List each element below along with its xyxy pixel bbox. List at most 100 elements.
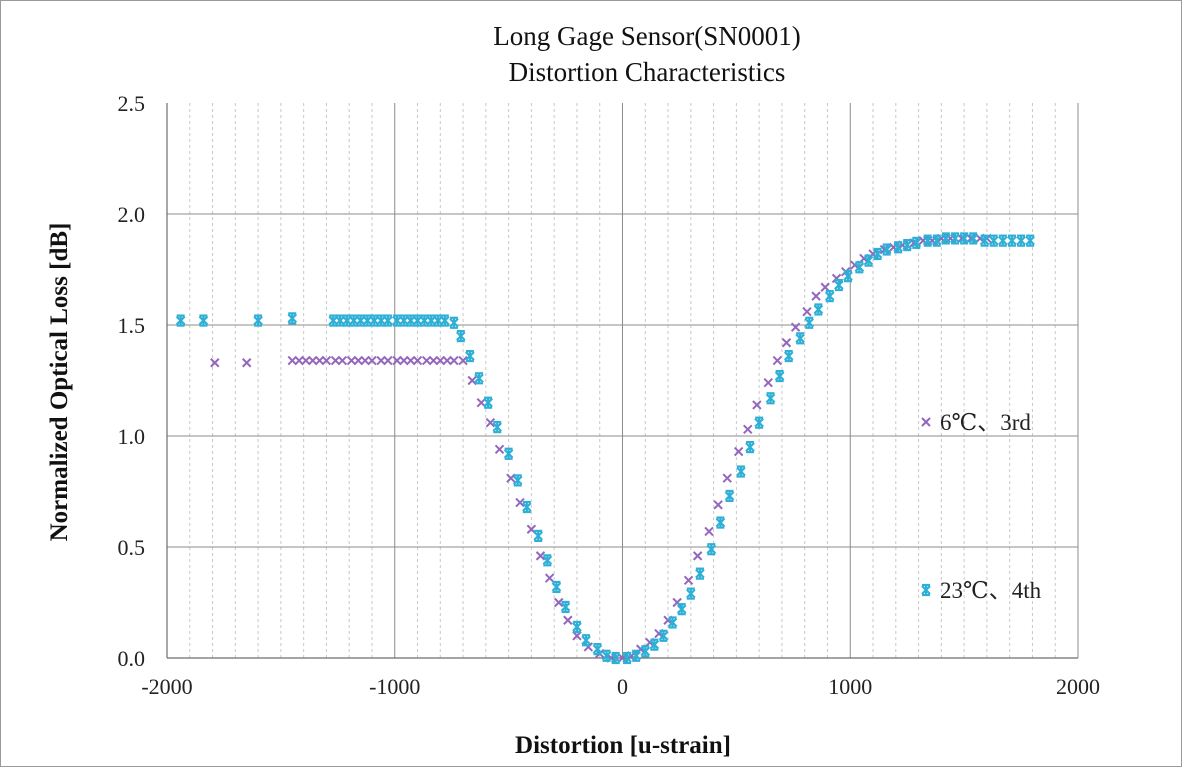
data-point-series-2 — [881, 243, 892, 256]
data-point-series-1 — [399, 355, 409, 366]
data-point-series-2 — [988, 234, 999, 247]
data-point-series-1 — [449, 355, 459, 366]
data-point-series-1 — [405, 355, 416, 366]
data-point-series-1 — [494, 444, 505, 455]
data-point-series-2 — [551, 580, 562, 594]
data-point-series-2 — [959, 232, 969, 245]
data-point-series-2 — [706, 543, 717, 556]
data-point-series-2 — [998, 234, 1008, 247]
data-point-series-2 — [383, 314, 393, 327]
data-point-series-2 — [932, 234, 942, 247]
y-tick-label: 2.5 — [118, 91, 146, 116]
data-point-series-2 — [745, 441, 755, 454]
data-point-series-2 — [533, 529, 544, 543]
data-point-series-2 — [736, 465, 746, 478]
data-point-series-2 — [941, 232, 951, 245]
data-point-series-2 — [667, 616, 678, 629]
data-point-series-1 — [515, 497, 525, 508]
data-point-series-1 — [544, 573, 555, 583]
y-axis-title: Normalized Optical Loss [dB] — [46, 223, 73, 542]
points-layer — [175, 232, 1035, 665]
axis-layer: -2000 -1000 0 1000 2000 0.0 0.5 1.0 1.5 2.0 2.5 — [118, 91, 1101, 699]
data-point-series-1 — [683, 575, 694, 586]
data-point-series-2 — [834, 278, 844, 292]
data-point-series-2 — [631, 649, 641, 662]
data-point-series-2 — [854, 261, 865, 274]
data-point-series-1 — [467, 375, 477, 386]
data-point-series-1 — [210, 358, 220, 368]
data-point-series-1 — [485, 417, 496, 428]
data-point-series-2 — [922, 234, 933, 247]
data-point-series-2 — [335, 314, 345, 327]
data-point-series-1 — [308, 355, 318, 366]
data-point-series-1 — [781, 338, 792, 348]
data-point-series-2 — [676, 603, 687, 616]
data-point-series-1 — [242, 358, 252, 368]
data-point-series-2 — [512, 474, 523, 487]
data-point-series-1 — [554, 597, 564, 608]
y-tick-label: 0.0 — [118, 646, 146, 671]
data-point-series-2 — [902, 238, 912, 252]
legend-marker — [921, 417, 931, 427]
legend-marker — [921, 583, 931, 597]
data-point-series-1 — [360, 355, 370, 366]
data-point-series-1 — [353, 355, 364, 366]
data-point-series-2 — [592, 643, 603, 656]
data-point-series-1 — [337, 355, 348, 366]
data-point-series-2 — [440, 314, 450, 327]
data-point-series-2 — [1016, 234, 1026, 247]
data-point-series-2 — [560, 600, 571, 614]
y-tick-label: 0.5 — [118, 535, 146, 560]
data-point-series-1 — [383, 355, 393, 366]
x-tick-label: 0 — [617, 674, 628, 699]
data-point-series-1 — [572, 631, 582, 641]
data-point-series-1 — [535, 551, 546, 561]
data-point-series-1 — [367, 355, 377, 366]
data-point-series-2 — [198, 314, 209, 327]
data-point-series-1 — [526, 524, 537, 534]
data-point-series-1 — [392, 355, 402, 366]
data-point-series-1 — [428, 355, 439, 366]
data-point-series-1 — [330, 355, 341, 366]
data-point-series-2 — [783, 349, 794, 363]
chart-title-line-1: Long Gage Sensor(SN0001) — [493, 21, 800, 51]
x-tick-label: -1000 — [369, 674, 420, 699]
data-point-series-2 — [824, 290, 835, 303]
data-point-series-2 — [483, 396, 493, 409]
data-point-series-1 — [376, 355, 386, 366]
data-point-series-1 — [412, 355, 423, 366]
data-point-series-1 — [763, 378, 773, 388]
data-point-series-2 — [658, 629, 669, 642]
data-point-series-2 — [175, 314, 186, 327]
data-point-series-2 — [622, 651, 632, 665]
data-point-series-2 — [843, 270, 853, 283]
data-point-series-1 — [442, 355, 452, 366]
legend-label: 23℃、4th — [940, 578, 1042, 603]
data-point-series-2 — [813, 303, 824, 316]
data-point-series-1 — [722, 473, 732, 483]
data-point-series-1 — [458, 355, 468, 366]
data-point-series-2 — [695, 567, 705, 580]
legend-label: 6℃、3rd — [940, 410, 1031, 435]
data-point-series-2 — [795, 332, 805, 345]
data-point-series-2 — [774, 369, 785, 383]
data-point-series-1 — [314, 355, 325, 366]
x-tick-label: -2000 — [141, 674, 192, 699]
legend-entry-2: 23℃、4th — [921, 578, 1042, 603]
data-point-series-1 — [563, 615, 573, 625]
data-point-series-1 — [421, 355, 432, 366]
data-point-series-1 — [287, 355, 297, 366]
legend: 6℃、3rd 23℃、4th — [921, 410, 1042, 603]
data-point-series-2 — [649, 638, 660, 651]
data-point-series-1 — [772, 355, 783, 366]
data-point-series-2 — [581, 634, 591, 647]
data-point-series-2 — [449, 316, 459, 329]
data-point-series-1 — [506, 473, 516, 483]
data-point-series-2 — [474, 372, 484, 385]
data-point-series-1 — [790, 322, 801, 332]
data-point-series-2 — [1007, 234, 1017, 247]
data-point-series-2 — [911, 236, 922, 249]
data-point-series-2 — [492, 421, 503, 434]
